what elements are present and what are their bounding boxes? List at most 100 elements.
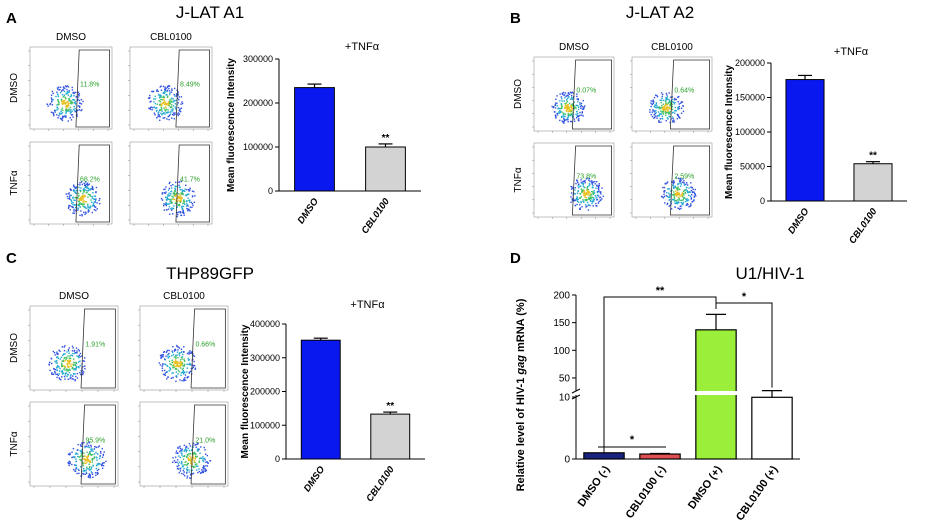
axis-break-mark	[571, 388, 581, 394]
significance-mark: **	[869, 151, 877, 162]
y-tick-label: 0	[760, 196, 765, 206]
flow-plot-frame	[139, 305, 229, 391]
flow-cytometry-grid-c: DMSO CBL0100 DMSO TNFα 1.91% 0.66% 95.9% 21.0%	[9, 291, 229, 488]
y-tick-label: 10	[559, 393, 571, 404]
flow-plot: 2.59%	[630, 142, 713, 219]
bar-dmso	[294, 87, 335, 192]
chart-title: +TNFα	[350, 299, 385, 311]
flow-gate	[190, 308, 226, 389]
y-tick-label: 200000	[243, 98, 273, 108]
flow-plot-frame	[29, 46, 113, 130]
flow-row-label: DMSO	[9, 73, 20, 103]
bar-break-gap	[694, 391, 738, 395]
flow-gate	[669, 59, 710, 130]
flow-gate-percent: 21.0%	[195, 437, 215, 444]
flow-column-label: DMSO	[59, 291, 89, 302]
flow-gate-percent: 0.64%	[674, 88, 694, 95]
panel-title-c: THP89GFP	[166, 264, 254, 283]
flow-gate	[80, 308, 116, 389]
chart-title: +TNFα	[345, 41, 380, 53]
significance-mark: **	[656, 285, 665, 297]
flow-gate-percent: 68.2%	[80, 176, 100, 183]
y-tick-label: 200000	[735, 58, 765, 68]
flow-density-cloud	[48, 344, 86, 382]
flow-density-cloud	[570, 177, 604, 211]
bar-cbl0100-	[639, 453, 681, 460]
significance-mark: **	[382, 133, 390, 144]
flow-gate	[75, 49, 110, 128]
flow-column-label: CBL0100	[163, 291, 205, 302]
flow-plot: 0.64%	[630, 56, 713, 133]
flow-density-cloud	[147, 85, 184, 122]
panel-letter-c: C	[6, 250, 17, 267]
y-tick-label: 100000	[735, 127, 765, 137]
flow-gate	[571, 145, 612, 216]
flow-density-cloud	[65, 181, 101, 217]
flow-gate-percent: 73.8%	[576, 174, 596, 181]
x-tick-label: DMSO (-)	[576, 464, 613, 510]
flow-gate-percent: 11.8%	[80, 81, 99, 88]
x-tick-label: CBL0100	[360, 196, 393, 236]
bar-chart-d: Relative level of HIV-1 gag mRNA (%) 50 10…	[515, 285, 800, 523]
bar-dmso-	[583, 452, 625, 460]
bar-dmso	[785, 79, 825, 202]
bar-cbl0100-	[751, 396, 793, 460]
significance-mark: *	[742, 291, 747, 303]
flow-plot: 0.07%	[532, 56, 615, 133]
flow-gate-percent: 1.91%	[85, 341, 105, 348]
flow-cytometry-grid-b: DMSO CBL0100 DMSO TNFα 0.07% 0.64% 73.8% 2.59%	[513, 42, 713, 219]
x-tick-label: CBL0100	[364, 464, 397, 504]
flow-column-label: DMSO	[559, 42, 589, 53]
flow-cytometry-grid-a: DMSO CBL0100 DMSO TNFα 11.8% 8.49% 68.2% 41.7%	[9, 32, 213, 226]
x-tick-label: DMSO	[302, 464, 328, 494]
y-tick-label: 200000	[250, 387, 280, 397]
flow-row-label: DMSO	[513, 79, 524, 109]
y-tick-label: 400000	[250, 319, 280, 329]
y-tick-label: 0	[275, 454, 280, 464]
flow-plot: 41.7%	[128, 141, 213, 226]
flow-plot-frame	[129, 46, 213, 130]
x-tick-label: CBL0100 (+)	[734, 464, 781, 523]
y-tick-label: 100000	[243, 142, 273, 152]
y-tick-label: 100	[553, 346, 570, 357]
flow-gate	[80, 404, 116, 485]
flow-gate-percent: 8.49%	[180, 81, 200, 88]
flow-gate	[190, 404, 226, 485]
flow-plot: 8.49%	[128, 46, 213, 131]
y-tick-label: 50	[559, 373, 571, 384]
panel-title-a: J-LAT A1	[175, 3, 245, 22]
bar-cbl0100	[853, 163, 893, 202]
flow-plot: 0.66%	[138, 305, 229, 392]
x-tick-label: CBL0100	[847, 206, 880, 246]
significance-mark: *	[630, 434, 635, 446]
x-tick-label: DMSO	[786, 206, 812, 236]
panel-letter-d: D	[510, 250, 521, 267]
y-axis-label: Mean fluorescence Intensity	[724, 65, 735, 199]
flow-gate	[669, 145, 710, 216]
bar-chart-a: +TNFα Mean fluorescence Intensity 0 100000 2…	[226, 41, 421, 236]
panel-letter-b: B	[510, 10, 521, 27]
flow-density-cloud	[660, 177, 697, 211]
flow-row-label: TNFα	[513, 167, 524, 192]
flow-plot: 1.91%	[28, 305, 119, 392]
flow-column-label: CBL0100	[150, 32, 192, 43]
y-axis-label: Mean fluorescence Intensity	[240, 324, 251, 458]
flow-plot: 68.2%	[28, 141, 113, 226]
flow-row-label: DMSO	[9, 333, 20, 363]
chart-title: +TNFα	[834, 46, 869, 58]
flow-plot: 11.8%	[28, 46, 113, 131]
flow-plot-frame	[29, 141, 113, 225]
flow-plot-frame	[29, 401, 119, 487]
flow-gate-percent: 0.07%	[576, 88, 596, 95]
x-tick-label: DMSO (+)	[686, 464, 725, 512]
x-tick-label: CBL0100 (-)	[624, 464, 669, 521]
flow-plot-frame	[29, 305, 119, 391]
flow-gate	[571, 59, 612, 130]
flow-gate-percent: 95.9%	[85, 437, 105, 444]
flow-gate	[75, 144, 110, 223]
y-tick-label: 100000	[250, 420, 280, 430]
y-axis-label: Relative level of HIV-1 gag mRNA (%)	[515, 298, 527, 491]
significance-bracket	[603, 296, 717, 453]
y-tick-label: 150000	[735, 93, 765, 103]
panel-letter-a: A	[6, 10, 17, 27]
